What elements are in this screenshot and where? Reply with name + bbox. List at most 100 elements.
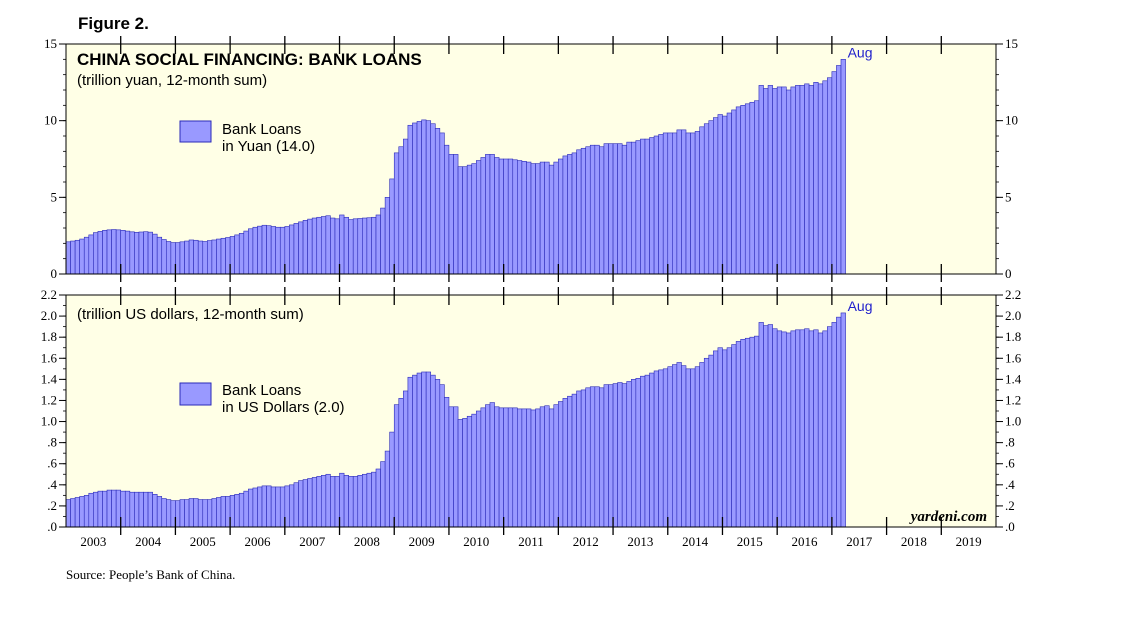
usd-bar	[462, 418, 468, 528]
yuan-bar	[785, 89, 792, 275]
yuan-bar	[503, 158, 509, 275]
yuan-bar	[430, 123, 436, 275]
usd-ytick-label-right: 2.0	[1005, 308, 1021, 323]
usd-ytick-label-right: .2	[1005, 498, 1015, 513]
usd-bar	[138, 491, 144, 528]
usd-bar	[175, 500, 181, 528]
yuan-bar	[799, 85, 805, 275]
yuan-bar	[298, 221, 304, 275]
usd-ytick-label-left: 2.2	[41, 287, 57, 302]
usd-bar	[430, 374, 436, 528]
usd-bar	[156, 496, 163, 528]
yuan-bar	[362, 217, 368, 275]
usd-bar	[412, 374, 418, 528]
usd-bar	[567, 395, 573, 528]
yuan-bar	[717, 114, 723, 275]
yuan-bar	[457, 166, 463, 275]
yuan-bar	[580, 147, 587, 275]
yuan-bar	[197, 240, 204, 275]
usd-bar	[808, 330, 814, 528]
yuan-bar	[462, 166, 468, 275]
usd-bar	[517, 408, 523, 528]
yuan-bar	[585, 146, 591, 275]
x-tick-label: 2005	[190, 534, 216, 549]
usd-bar	[685, 368, 691, 528]
usd-bar	[293, 482, 299, 528]
yuan-bar	[407, 124, 413, 275]
usd-ytick-label-right: .6	[1005, 456, 1015, 471]
yuan-bar	[567, 154, 573, 275]
yuan-bar	[681, 129, 687, 275]
yuan-bar	[380, 207, 386, 275]
yuan-bar	[284, 226, 290, 275]
usd-legend-swatch	[179, 382, 212, 406]
x-tick-label: 2011	[518, 534, 544, 549]
usd-bar	[735, 341, 742, 528]
usd-bar	[270, 486, 277, 528]
usd-bar	[202, 499, 208, 528]
usd-bar	[585, 387, 591, 528]
usd-bar	[822, 330, 828, 528]
usd-bar	[813, 329, 819, 528]
usd-chart-subtitle: (trillion US dollars, 12-month sum)	[77, 306, 304, 323]
yuan-bar	[539, 161, 545, 275]
usd-bar	[252, 487, 258, 528]
yuan-bar	[548, 164, 555, 275]
usd-bar	[599, 387, 605, 528]
usd-bar	[425, 371, 432, 528]
yuan-bar	[79, 238, 85, 275]
yuan-bar	[813, 82, 819, 275]
yuan-bar	[667, 132, 673, 275]
usd-bar	[403, 390, 409, 528]
usd-bar	[83, 495, 90, 528]
yuan-ytick-label-left: 5	[51, 189, 58, 204]
usd-bar	[498, 407, 504, 528]
usd-bar	[371, 471, 377, 528]
yuan-bar	[421, 119, 427, 275]
yuan-bar	[115, 229, 122, 275]
yuan-bar	[352, 218, 359, 275]
usd-bar	[785, 332, 792, 528]
yuan-bar	[475, 160, 482, 275]
yuan-bar	[731, 109, 737, 275]
yuan-bar	[740, 105, 746, 275]
usd-bar	[448, 406, 454, 528]
yuan-bar	[817, 83, 824, 275]
yuan-bar	[630, 141, 637, 275]
usd-ytick-label-right: 1.0	[1005, 414, 1021, 429]
usd-bar	[284, 485, 290, 528]
usd-ytick-label-left: .4	[47, 477, 57, 492]
usd-bar	[562, 398, 568, 528]
usd-bar	[790, 330, 796, 528]
usd-bar	[539, 406, 545, 528]
usd-bar	[234, 494, 240, 528]
yuan-bar	[749, 101, 755, 275]
yuan-bar	[494, 157, 500, 275]
usd-bar	[320, 475, 327, 528]
yuan-bar	[471, 163, 477, 275]
yuan-bar	[608, 143, 614, 275]
yuan-bar	[776, 86, 783, 275]
yuan-bar	[603, 143, 609, 275]
usd-bar	[749, 336, 755, 528]
usd-bar	[348, 476, 354, 528]
yuan-bar	[375, 214, 381, 275]
usd-bar	[649, 372, 655, 528]
yuan-bar	[530, 163, 536, 275]
usd-bar	[193, 498, 199, 528]
usd-bar	[644, 374, 650, 528]
yuan-bar	[124, 230, 131, 275]
yuan-ytick-label-left: 0	[51, 266, 58, 281]
yuan-bar	[444, 144, 450, 275]
x-tick-label: 2008	[354, 534, 380, 549]
yuan-bar	[279, 226, 286, 275]
usd-bar	[238, 492, 245, 528]
usd-bar	[772, 328, 778, 528]
yuan-bar	[275, 226, 281, 275]
yuan-bar	[403, 138, 409, 275]
yuan-bar	[348, 219, 354, 275]
yuan-bar	[97, 231, 103, 275]
usd-bar	[248, 488, 254, 528]
usd-bar	[170, 500, 176, 528]
yuan-bar	[120, 230, 126, 275]
